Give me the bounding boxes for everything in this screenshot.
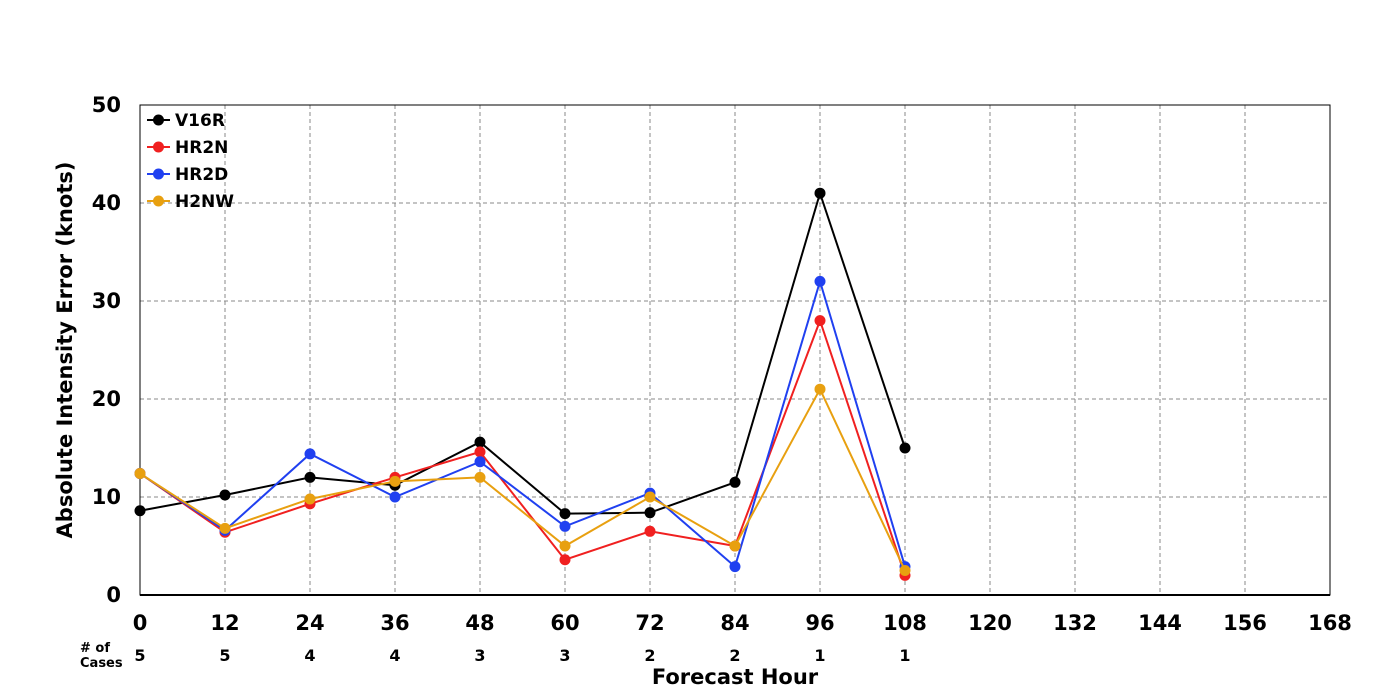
data-point-hr2d	[559, 520, 571, 532]
data-point-v16r	[899, 442, 911, 454]
case-count: 5	[134, 646, 145, 665]
case-count: 3	[559, 646, 570, 665]
data-point-v16r	[644, 507, 656, 519]
data-point-h2nw	[474, 471, 486, 483]
data-point-h2nw	[729, 540, 741, 552]
case-count: 4	[304, 646, 315, 665]
series-line-hr2d	[139, 277, 906, 569]
data-point-hr2n	[474, 446, 486, 458]
data-point-hr2d	[729, 561, 741, 573]
case-counts: 5 5 4 4 3 3 2 2 1 1	[134, 646, 910, 665]
y-tick-label: 20	[92, 387, 121, 411]
case-count: 1	[899, 646, 910, 665]
series-line-h2nw	[139, 386, 906, 571]
case-count: 1	[814, 646, 825, 665]
data-point-hr2n	[559, 554, 571, 566]
y-tick-label: 40	[92, 191, 121, 215]
x-tick-labels: 0 12 24 36 48 60 72 84 96 108 120 132 144 156 168	[133, 611, 1352, 635]
case-count: 5	[219, 646, 230, 665]
x-tick-label: 120	[968, 611, 1012, 635]
y-tick-label: 30	[92, 289, 121, 313]
x-axis-title: Forecast Hour	[652, 665, 819, 689]
data-point-h2nw	[389, 475, 401, 487]
x-tick-label: 168	[1308, 611, 1352, 635]
y-tick-labels: 0 10 20 30 40 50	[92, 93, 121, 607]
data-point-h2nw	[219, 522, 231, 534]
data-point-h2nw	[559, 540, 571, 552]
x-tick-label: 84	[720, 611, 749, 635]
data-point-v16r	[219, 489, 231, 501]
data-point-v16r	[559, 508, 571, 520]
legend-label-v16r: V16R	[175, 111, 225, 131]
data-point-v16r	[474, 436, 486, 448]
data-point-hr2d	[814, 275, 826, 287]
legend: V16R HR2N HR2D H2NW	[147, 111, 234, 212]
data-point-v16r	[304, 471, 316, 483]
x-tick-label: 144	[1138, 611, 1182, 635]
legend-marker-h2nw	[153, 195, 164, 207]
x-tick-label: 156	[1223, 611, 1267, 635]
x-tick-label: 60	[550, 611, 579, 635]
legend-marker-hr2n	[153, 141, 164, 153]
series-line-hr2n	[139, 317, 906, 576]
data-point-hr2d	[389, 491, 401, 503]
data-point-h2nw	[134, 467, 146, 479]
data-point-h2nw	[304, 493, 316, 505]
series-line-v16r	[139, 189, 906, 515]
x-tick-label: 132	[1053, 611, 1097, 635]
case-count: 2	[729, 646, 740, 665]
y-tick-label: 0	[106, 583, 121, 607]
case-count: 2	[644, 646, 655, 665]
data-point-v16r	[814, 187, 826, 199]
legend-label-hr2d: HR2D	[175, 165, 228, 185]
data-point-h2nw	[814, 383, 826, 395]
x-tick-label: 0	[133, 611, 148, 635]
legend-marker-hr2d	[153, 168, 164, 180]
legend-label-h2nw: H2NW	[175, 192, 234, 212]
plot-frame	[139, 104, 1331, 596]
x-tick-label: 72	[635, 611, 664, 635]
data-point-h2nw	[899, 565, 911, 576]
data-point-hr2n	[814, 315, 826, 327]
y-tick-label: 50	[92, 93, 121, 117]
series-lines	[134, 187, 911, 581]
legend-label-hr2n: HR2N	[175, 138, 228, 158]
x-tick-label: 96	[805, 611, 834, 635]
x-tick-label: 36	[380, 611, 409, 635]
legend-marker-v16r	[153, 114, 164, 126]
x-tick-label: 48	[465, 611, 494, 635]
case-count: 3	[474, 646, 485, 665]
data-point-v16r	[134, 505, 146, 517]
x-tick-label: 108	[883, 611, 927, 635]
case-count: 4	[389, 646, 400, 665]
data-point-hr2n	[644, 525, 656, 537]
data-point-v16r	[729, 476, 741, 488]
x-tick-label: 24	[295, 611, 324, 635]
data-point-hr2d	[474, 456, 486, 468]
y-axis-title: Absolute Intensity Error (knots)	[53, 162, 77, 539]
cases-label: # of Cases	[80, 641, 123, 671]
data-point-h2nw	[644, 491, 656, 503]
x-tick-label: 12	[210, 611, 239, 635]
data-point-hr2d	[304, 448, 316, 460]
y-tick-label: 10	[92, 485, 121, 509]
